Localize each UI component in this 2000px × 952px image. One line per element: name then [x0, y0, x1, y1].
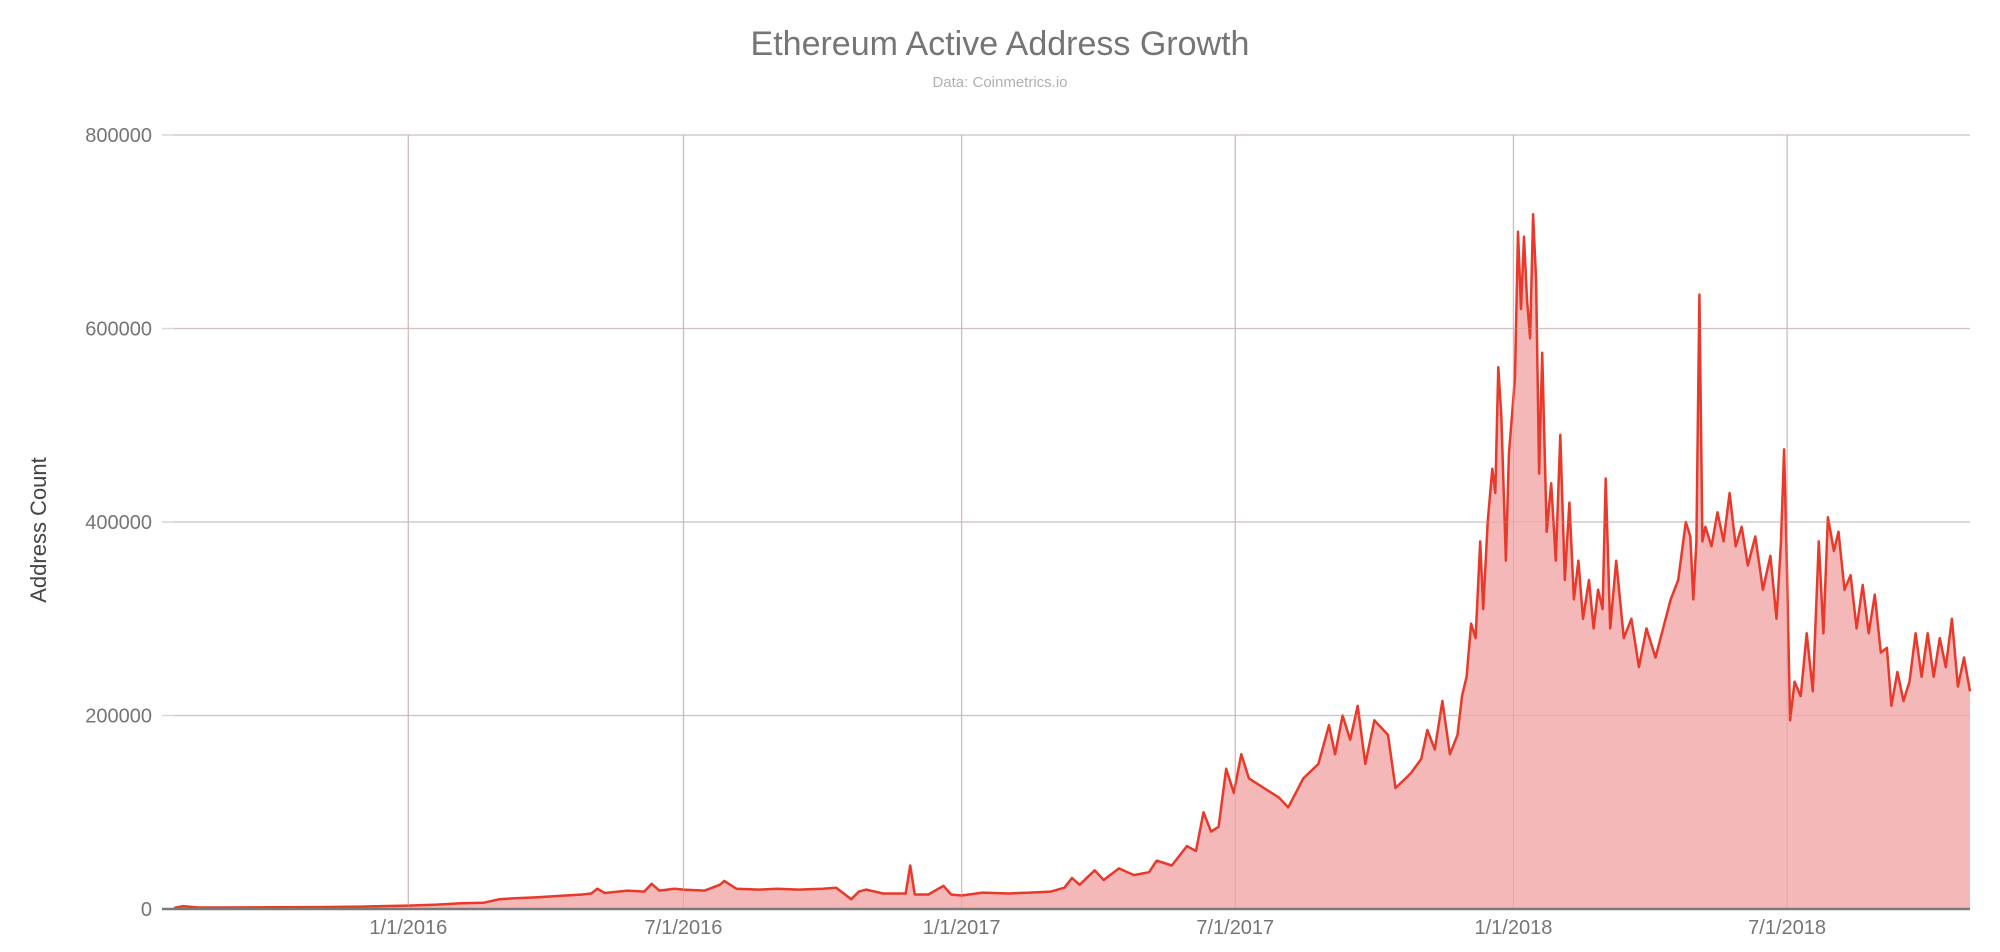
x-tick-labels: 1/1/2016 7/1/2016 1/1/2017 7/1/2017 1/1/2018…: [369, 917, 1826, 939]
y-tick-labels: 0 200000 400000 600000 800000: [85, 125, 152, 921]
chart-title: Ethereum Active Address Growth: [751, 25, 1250, 63]
y-tick-label: 0: [141, 899, 152, 921]
y-tick-label: 200000: [85, 706, 152, 728]
series-area-fill: [174, 214, 1970, 910]
y-axis-label: Address Count: [26, 457, 51, 603]
x-tick-label: 7/1/2017: [1196, 917, 1274, 939]
series-line: [173, 213, 1972, 910]
x-tick-label: 7/1/2018: [1748, 917, 1826, 939]
x-tick-label: 7/1/2016: [645, 917, 723, 939]
series-layer: [173, 134, 1972, 910]
x-tick-label: 1/1/2016: [369, 917, 447, 939]
y-tick-label: 400000: [85, 512, 152, 534]
chart-subtitle: Data: Coinmetrics.io: [932, 74, 1067, 91]
x-tick-label: 1/1/2018: [1475, 917, 1553, 939]
x-tick-label: 1/1/2017: [923, 917, 1001, 939]
y-tick-label: 600000: [85, 319, 152, 341]
y-tick-label: 800000: [85, 125, 152, 147]
